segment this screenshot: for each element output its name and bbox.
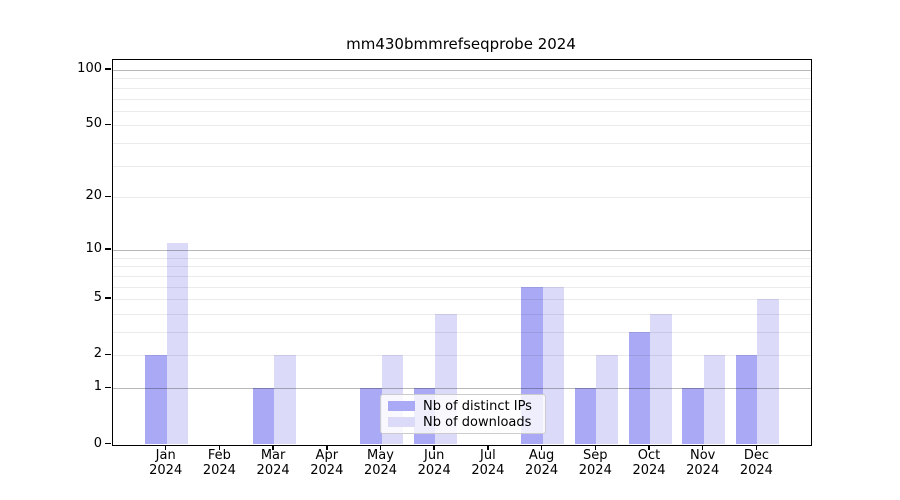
major-gridline: [113, 249, 811, 251]
legend-row-distinct-ips: Nb of distinct IPs: [388, 399, 538, 414]
x-tick-label: Jun 2024: [417, 448, 451, 478]
legend: Nb of distinct IPs Nb of downloads: [380, 394, 546, 434]
bar-distinct-ips-may: [360, 388, 382, 445]
x-tick-label: Nov 2024: [686, 448, 720, 478]
y-tick-mark: [105, 297, 111, 299]
x-tick-mark: [648, 444, 650, 450]
x-tick-label: Mar 2024: [256, 448, 290, 478]
y-tick-label: 10: [85, 240, 102, 256]
bar-distinct-ips-jan: [145, 355, 167, 445]
plot-area: [112, 59, 812, 446]
legend-swatch-downloads-icon: [388, 417, 415, 427]
minor-gridline: [113, 110, 811, 112]
minor-gridline: [113, 87, 811, 89]
x-tick-mark: [540, 444, 543, 450]
y-tick-mark: [105, 353, 111, 356]
x-tick-label: Sep 2024: [578, 448, 612, 478]
minor-gridline: [113, 197, 811, 199]
x-tick-mark: [272, 444, 274, 450]
x-tick-label: Feb 2024: [202, 448, 236, 478]
x-tick-label: Jan 2024: [149, 448, 183, 478]
x-tick-label: Apr 2024: [310, 448, 344, 478]
x-tick-mark: [326, 444, 328, 450]
x-tick-mark: [755, 444, 758, 450]
x-tick-label: Aug 2024: [525, 448, 559, 478]
bar-downloads-mar: [274, 355, 296, 445]
legend-row-downloads: Nb of downloads: [388, 415, 538, 430]
bar-downloads-sep: [596, 355, 618, 445]
legend-label-distinct-ips: Nb of distinct IPs: [423, 398, 532, 414]
y-tick-mark: [105, 123, 111, 126]
x-tick-mark: [218, 444, 221, 450]
bar-downloads-jan: [166, 242, 189, 445]
x-tick-mark: [701, 444, 704, 450]
minor-gridline: [113, 125, 811, 127]
bar-distinct-ips-mar: [252, 388, 275, 445]
minor-gridline: [113, 98, 811, 100]
bar-downloads-aug: [542, 286, 565, 445]
x-tick-label: Jul 2024: [471, 448, 505, 478]
bar-distinct-ips-dec: [735, 355, 758, 445]
y-tick-mark: [105, 386, 111, 388]
x-tick-mark: [487, 444, 489, 450]
minor-gridline: [113, 299, 811, 301]
minor-gridline: [113, 286, 811, 288]
legend-label-downloads: Nb of downloads: [423, 414, 532, 430]
minor-gridline: [113, 143, 811, 145]
x-tick-mark: [594, 444, 597, 450]
minor-gridline: [113, 165, 811, 167]
bar-downloads-nov: [703, 355, 726, 445]
y-tick-label: 0: [93, 435, 102, 451]
major-gridline: [113, 388, 811, 390]
minor-gridline: [113, 332, 811, 333]
bar-downloads-dec: [757, 299, 779, 445]
x-tick-label: Oct 2024: [632, 448, 666, 478]
y-tick-label: 5: [93, 290, 102, 306]
y-tick-mark: [105, 68, 111, 70]
minor-gridline: [113, 266, 811, 268]
y-tick-mark: [105, 195, 111, 198]
y-tick-label: 50: [85, 116, 102, 132]
x-tick-mark: [164, 444, 167, 450]
bar-downloads-oct: [650, 313, 672, 445]
bar-distinct-ips-oct: [628, 332, 650, 445]
bar-distinct-ips-nov: [682, 388, 704, 445]
minor-gridline: [113, 313, 811, 315]
minor-gridline: [113, 355, 811, 357]
y-tick-label: 2: [93, 346, 102, 362]
legend-swatch-distinct-ips-icon: [388, 401, 415, 411]
x-tick-label: May 2024: [363, 448, 398, 478]
minor-gridline: [113, 275, 811, 277]
x-tick-mark: [379, 444, 382, 450]
x-tick-mark: [433, 444, 435, 450]
y-tick-label: 20: [85, 188, 102, 204]
y-tick-mark: [105, 248, 111, 250]
y-tick-label: 100: [77, 61, 102, 76]
minor-gridline: [113, 257, 811, 259]
major-gridline: [113, 70, 811, 71]
chart-title: mm430bmmrefseqprobe 2024: [346, 35, 576, 53]
minor-gridline: [113, 78, 811, 80]
y-tick-mark: [105, 442, 111, 445]
x-tick-label: Dec 2024: [739, 448, 773, 478]
bar-distinct-ips-sep: [574, 388, 597, 445]
y-tick-label: 1: [93, 379, 102, 395]
